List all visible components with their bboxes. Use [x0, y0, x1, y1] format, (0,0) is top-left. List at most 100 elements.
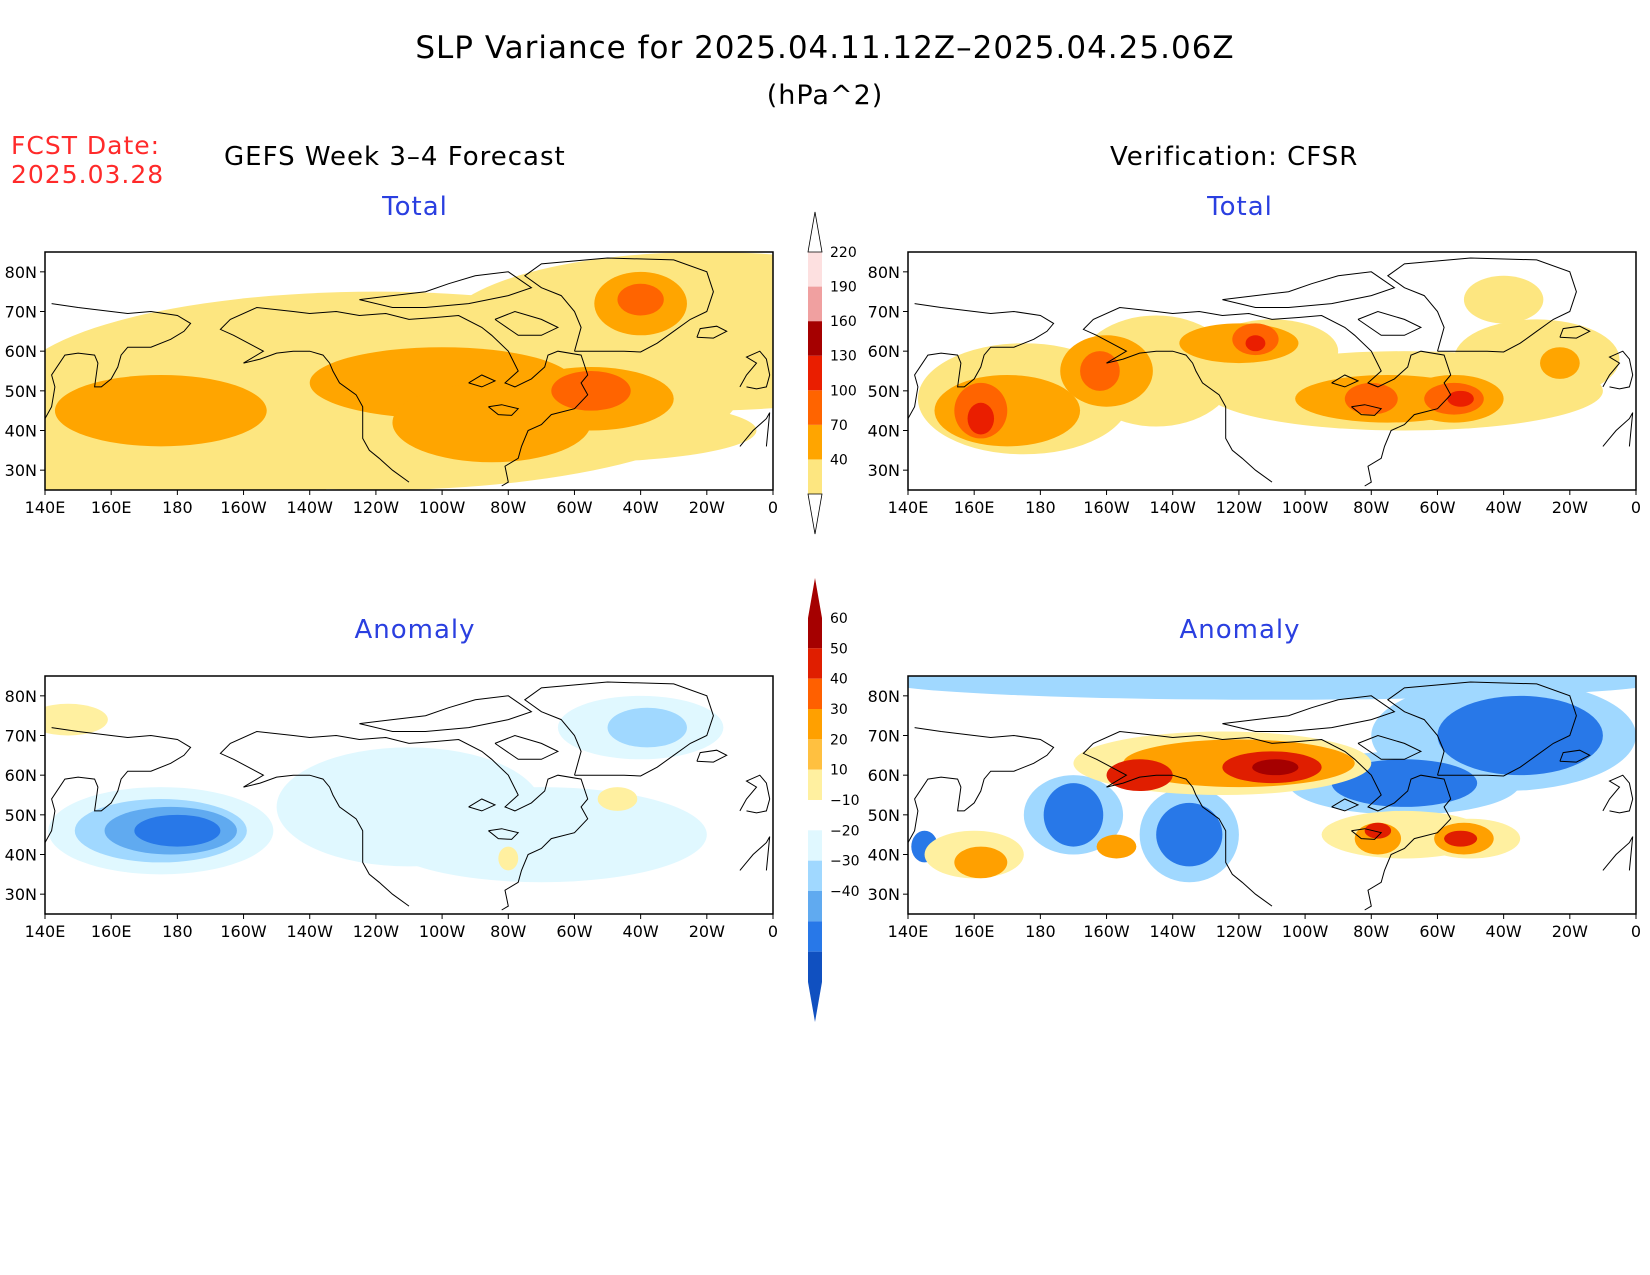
coastline	[908, 303, 1055, 419]
coastline	[243, 350, 410, 483]
coastline	[219, 730, 589, 911]
shaded-region	[1437, 695, 1603, 776]
anomaly-colorbar-label: 50	[830, 641, 848, 657]
coastline	[523, 681, 714, 777]
lon-label: 80W	[1353, 498, 1389, 517]
lon-label: 180	[162, 922, 193, 941]
coastlines	[908, 681, 1634, 911]
coastlines	[908, 257, 1634, 487]
coastline	[1082, 730, 1452, 911]
shaded-region	[1252, 759, 1299, 776]
shaded-region	[1540, 347, 1580, 379]
total-colorbar: 40 70 100 130 160 190 220	[807, 211, 857, 535]
panel-frame	[907, 675, 1637, 915]
lon-label: 60W	[1419, 498, 1455, 517]
total-colorbar-label: 100	[830, 383, 857, 399]
anomaly-colorbar-label: 20	[830, 732, 848, 748]
lon-label: 40W	[1486, 922, 1522, 941]
lon-label: 120W	[1216, 498, 1263, 517]
lat-label: 80N	[868, 263, 900, 282]
lon-label: 20W	[1552, 498, 1588, 517]
coastline	[359, 271, 533, 308]
cfsr-anomaly-panel: 80N 70N 60N 50N 40N 30N 140E 160E 180 160W 140W 120…	[868, 675, 1641, 941]
lat-label: 50N	[5, 806, 37, 825]
shaded-region	[1331, 759, 1478, 807]
lon-label: 160W	[1083, 922, 1130, 941]
lat-label: 40N	[868, 422, 900, 441]
right-column-title: Verification: CFSR	[1110, 142, 1359, 172]
total-colorbar-high-arrow	[807, 211, 823, 253]
shaded-region	[1463, 275, 1544, 324]
lon-label: 80W	[490, 922, 526, 941]
total-colorbar-swatch	[808, 424, 822, 460]
cfsr-anomaly-title: Anomaly	[1179, 615, 1301, 645]
panel-frame	[907, 251, 1637, 491]
lon-label: 160E	[91, 922, 132, 941]
coastline	[1357, 734, 1423, 760]
total-colorbar-swatch	[808, 286, 822, 322]
coastline	[739, 774, 771, 814]
units-label: (hPa^2)	[766, 80, 884, 111]
lon-label: 140W	[1150, 498, 1197, 517]
anomaly-colorbar-swatch	[808, 709, 822, 740]
coastline	[1602, 836, 1634, 871]
lon-label: 0	[768, 498, 778, 517]
lon-label: 80W	[1353, 922, 1389, 941]
shaded-region	[967, 402, 995, 435]
lon-label: 20W	[689, 498, 725, 517]
total-colorbar-low-arrow	[807, 493, 823, 535]
shaded-region	[45, 703, 108, 736]
shaded-region	[375, 787, 707, 883]
total-colorbar-label: 160	[830, 314, 857, 330]
coastline	[494, 734, 560, 760]
total-colorbar-label: 70	[830, 418, 848, 434]
shaded-region	[1080, 351, 1120, 391]
coastline	[739, 350, 771, 390]
lat-label: 40N	[5, 422, 37, 441]
lon-label: 20W	[1552, 922, 1588, 941]
anomaly-colorbar-label: −10	[830, 793, 860, 809]
shaded-region	[607, 707, 687, 748]
coastline	[1559, 749, 1591, 763]
lon-label: 100W	[1282, 498, 1329, 517]
total-colorbar-swatch	[808, 459, 822, 494]
lon-label: 100W	[419, 498, 466, 517]
coastline	[1351, 404, 1383, 416]
lon-label: 0	[1631, 498, 1641, 517]
lat-label: 70N	[5, 727, 37, 746]
shaded-region	[617, 283, 664, 316]
lon-label: 140W	[1150, 922, 1197, 941]
coastline	[1331, 374, 1360, 388]
total-colorbar-swatch	[808, 321, 822, 356]
lat-label: 60N	[5, 766, 37, 785]
coastline	[468, 798, 497, 812]
coastlines	[45, 257, 771, 487]
lat-label: 60N	[868, 342, 900, 361]
total-colorbar-swatch	[808, 252, 822, 287]
coastline	[1559, 325, 1591, 339]
total-colorbar-label: 220	[830, 245, 857, 261]
anomaly-colorbar-swatch	[808, 951, 822, 982]
anomaly-colorbar-swatch	[808, 921, 822, 952]
coastline	[494, 310, 560, 336]
anomaly-colorbar-swatch	[808, 739, 822, 770]
anomaly-colorbar-label: 40	[830, 672, 848, 688]
anomaly-colorbar-swatch	[808, 618, 822, 649]
shaded-region	[498, 846, 519, 871]
shading-layer	[45, 252, 773, 490]
coastline	[1602, 350, 1634, 390]
panel-frame	[44, 675, 774, 915]
lat-label: 30N	[5, 885, 37, 904]
lat-label: 30N	[868, 885, 900, 904]
lon-label: 0	[768, 922, 778, 941]
coastline	[1106, 350, 1273, 483]
lat-label: 70N	[868, 303, 900, 322]
coastline	[1106, 774, 1273, 907]
anomaly-colorbar-label: −20	[830, 823, 860, 839]
shaded-region	[1444, 830, 1478, 847]
coastline	[468, 374, 497, 388]
lon-label: 140W	[287, 922, 334, 941]
fcst-date-label: FCST Date:	[11, 131, 161, 160]
coastline	[1357, 310, 1423, 336]
